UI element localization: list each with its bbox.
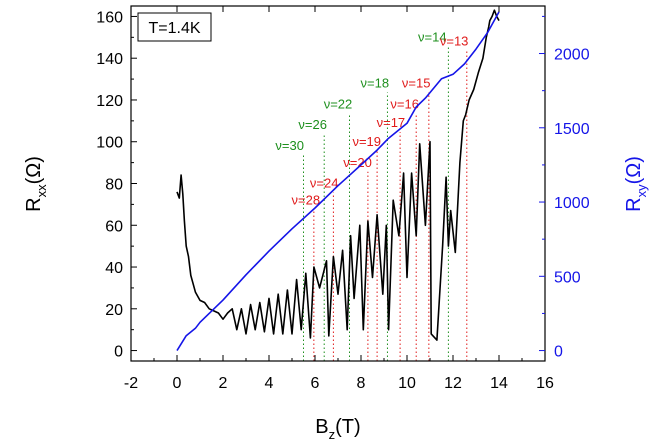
x-tick-label-4: 6 [311, 375, 320, 392]
y-right-tick-label-2: 1000 [554, 195, 590, 212]
y-left-axis-title: Rxx(Ω) [23, 156, 49, 212]
x-tick-label-8: 14 [490, 375, 508, 392]
y-left-tick-label-6: 120 [96, 93, 123, 110]
marker-label-2: ν=22 [324, 96, 353, 111]
marker-label-0: ν=30 [275, 138, 304, 153]
marker-label-1: ν=26 [298, 117, 327, 132]
y-right-axis-title-unit: (Ω) [623, 156, 645, 184]
y-left-tick-label-1: 20 [105, 302, 123, 319]
x-axis-title-unit: (T) [335, 416, 361, 438]
temperature-annotation: T=1.4K [137, 12, 212, 42]
x-tick-label-1: 0 [173, 375, 182, 392]
x-tick-label-3: 4 [265, 375, 274, 392]
marker-label-3: ν=18 [361, 75, 390, 90]
marker-label-4: ν=14 [418, 30, 447, 45]
series-group [176, 9, 500, 352]
y-left-axis-title-sub: xx [34, 184, 49, 198]
marker-label-12: ν=13 [440, 34, 469, 49]
x-axis-ticks: -2 0 2 4 6 8 10 12 14 16 [124, 6, 554, 392]
y-right-tick-label-4: 2000 [554, 47, 590, 64]
y-left-axis-title-main: R [23, 197, 45, 211]
x-tick-label-0: -2 [124, 375, 138, 392]
x-tick-label-2: 2 [219, 375, 228, 392]
marker-label-6: ν=24 [310, 176, 339, 191]
x-axis-title-main: B [315, 416, 328, 438]
y-right-tick-label-3: 1500 [554, 121, 590, 138]
marker-label-7: ν=20 [343, 155, 372, 170]
y-right-axis-title-main: R [623, 197, 645, 211]
y-left-tick-label-7: 140 [96, 51, 123, 68]
y-left-tick-label-3: 60 [105, 218, 123, 235]
y-left-axis-title-unit: (Ω) [23, 156, 45, 184]
annotation-text: T=1.4K [148, 20, 200, 37]
marker-label-5: ν=28 [292, 192, 321, 207]
y-right-tick-label-0: 0 [554, 344, 563, 361]
marker-label-10: ν=16 [390, 96, 419, 111]
y-left-tick-label-0: 0 [114, 344, 123, 361]
y-left-tick-label-2: 40 [105, 260, 123, 277]
x-axis-title-sub: z [329, 427, 336, 442]
y-left-tick-label-5: 100 [96, 135, 123, 152]
y-left-axis-ticks: 0 20 40 60 80 100 120 140 160 [96, 9, 137, 361]
y-left-tick-label-8: 160 [96, 9, 123, 26]
x-axis-title: Bz(T) [315, 416, 360, 442]
x-tick-label-9: 16 [536, 375, 554, 392]
annotation-box [137, 12, 212, 42]
y-right-axis-title: Rxy(Ω) [623, 156, 649, 212]
rxy-line-1 [176, 11, 500, 352]
x-tick-label-6: 10 [398, 375, 416, 392]
filling-factor-markers: ν=30 ν=26 ν=22 ν=18 ν=14 ν=28ν=24 ν=20 ν=19 ν=17… [275, 30, 469, 361]
x-tick-label-7: 12 [444, 375, 462, 392]
marker-label-8: ν=19 [352, 134, 381, 149]
marker-label-11: ν=15 [402, 75, 431, 90]
marker-label-9: ν=17 [377, 115, 406, 130]
y-right-axis-ticks: 0 500 1000 1500 2000 [539, 15, 590, 361]
x-tick-label-5: 8 [357, 375, 366, 392]
y-left-tick-label-4: 80 [105, 177, 123, 194]
y-right-axis-title-sub: xy [634, 184, 649, 198]
y-right-tick-label-1: 500 [554, 269, 581, 286]
